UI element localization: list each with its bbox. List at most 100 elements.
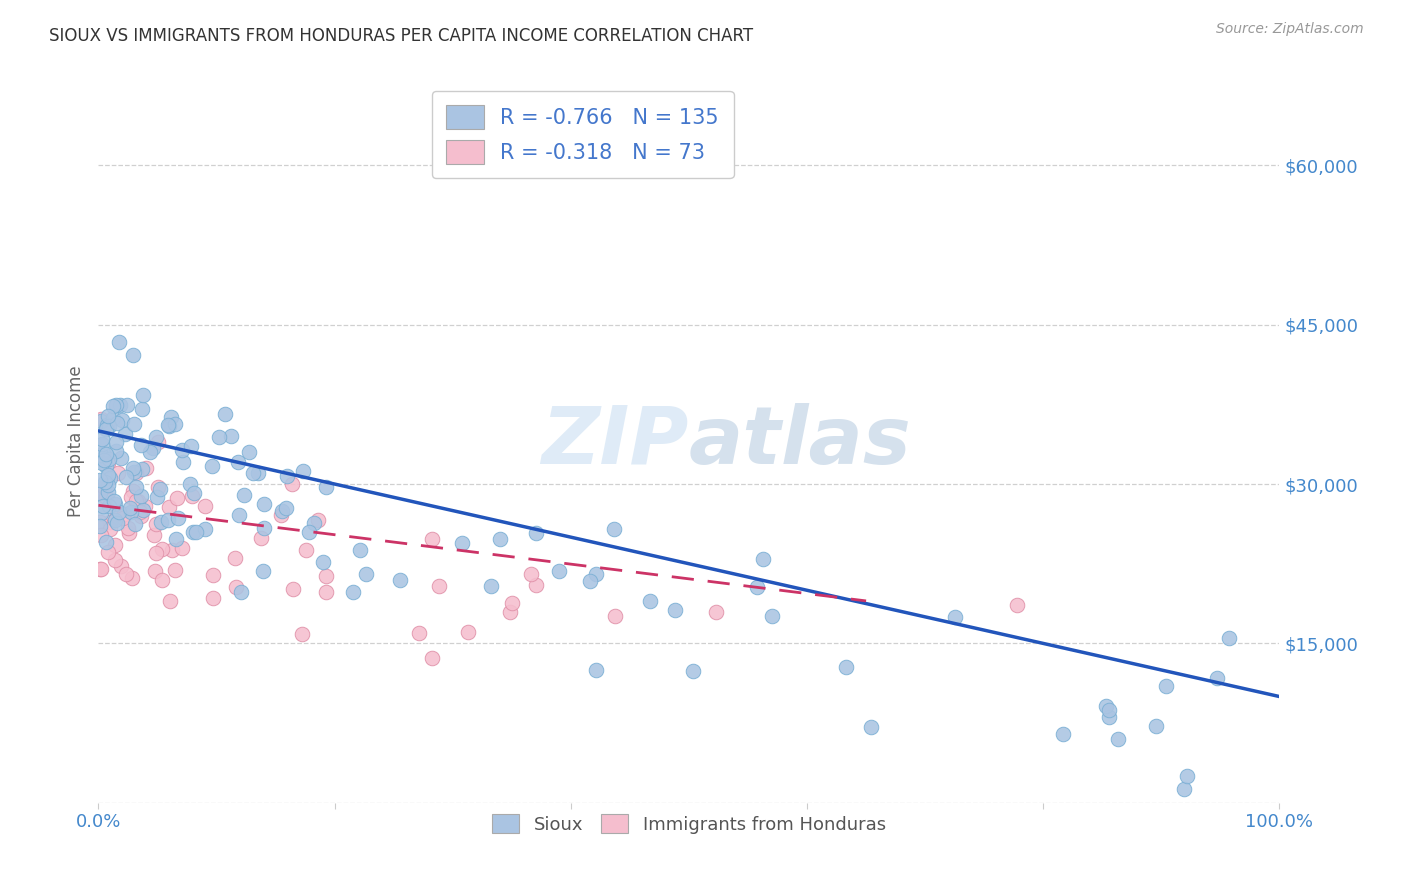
Point	[104, 497, 127, 511]
Point	[145, 491, 167, 505]
Point	[585, 663, 607, 677]
Point	[121, 460, 143, 475]
Point	[479, 579, 502, 593]
Point	[194, 523, 217, 537]
Point	[349, 542, 371, 557]
Text: Source: ZipAtlas.com: Source: ZipAtlas.com	[1216, 22, 1364, 37]
Point	[104, 435, 127, 450]
Point	[835, 659, 858, 673]
Point	[270, 508, 292, 523]
Point	[253, 497, 276, 511]
Point	[120, 501, 142, 516]
Point	[172, 541, 194, 555]
Point	[315, 569, 337, 583]
Point	[180, 439, 202, 453]
Point	[107, 467, 129, 481]
Point	[1177, 769, 1199, 783]
Point	[120, 490, 142, 504]
Point	[150, 573, 173, 587]
Point	[97, 451, 120, 466]
Point	[129, 489, 152, 503]
Point	[579, 574, 602, 588]
Point	[89, 562, 111, 576]
Point	[450, 535, 472, 549]
Point	[312, 555, 335, 569]
Point	[146, 479, 169, 493]
Point	[225, 580, 247, 594]
Point	[291, 627, 314, 641]
Point	[98, 470, 121, 484]
Point	[148, 434, 170, 449]
Point	[93, 475, 115, 490]
Point	[249, 531, 271, 545]
Point	[97, 484, 120, 499]
Point	[238, 444, 260, 458]
Point	[1154, 679, 1177, 693]
Point	[105, 416, 128, 430]
Point	[122, 348, 145, 362]
Point	[125, 480, 148, 494]
Point	[408, 626, 430, 640]
Point	[143, 564, 166, 578]
Point	[194, 500, 217, 514]
Point	[184, 524, 207, 539]
Point	[253, 521, 276, 535]
Point	[122, 417, 145, 431]
Point	[91, 432, 114, 446]
Point	[179, 477, 201, 491]
Point	[489, 532, 512, 546]
Point	[603, 522, 626, 536]
Point	[166, 532, 188, 546]
Point	[96, 534, 118, 549]
Point	[420, 651, 443, 665]
Point	[281, 582, 304, 596]
Legend: Sioux, Immigrants from Honduras: Sioux, Immigrants from Honduras	[485, 807, 893, 841]
Point	[122, 465, 145, 479]
Point	[149, 483, 172, 497]
Point	[664, 603, 686, 617]
Point	[233, 488, 256, 502]
Point	[1173, 782, 1195, 797]
Point	[143, 528, 166, 542]
Point	[90, 414, 112, 428]
Point	[94, 447, 117, 461]
Point	[208, 430, 231, 444]
Point	[682, 664, 704, 678]
Point	[94, 422, 117, 436]
Point	[96, 458, 118, 473]
Point	[167, 511, 190, 525]
Point	[125, 467, 148, 481]
Point	[104, 444, 127, 458]
Point	[128, 505, 150, 519]
Point	[183, 525, 205, 540]
Point	[202, 568, 225, 582]
Point	[499, 605, 522, 619]
Point	[90, 527, 112, 541]
Point	[302, 516, 325, 530]
Point	[201, 591, 224, 605]
Point	[94, 422, 117, 436]
Point	[114, 470, 136, 484]
Point	[105, 507, 128, 521]
Point	[860, 720, 883, 734]
Point	[315, 480, 337, 494]
Point	[219, 429, 242, 443]
Point	[548, 564, 571, 578]
Point	[108, 398, 131, 412]
Point	[117, 521, 139, 535]
Point	[271, 504, 294, 518]
Point	[752, 551, 775, 566]
Point	[183, 486, 205, 500]
Point	[201, 458, 224, 473]
Point	[124, 517, 146, 532]
Point	[1094, 698, 1116, 713]
Point	[761, 609, 783, 624]
Point	[1144, 718, 1167, 732]
Point	[91, 488, 114, 502]
Point	[97, 456, 120, 470]
Point	[145, 430, 167, 444]
Point	[150, 541, 173, 556]
Point	[112, 511, 135, 525]
Point	[163, 563, 186, 577]
Point	[524, 578, 547, 592]
